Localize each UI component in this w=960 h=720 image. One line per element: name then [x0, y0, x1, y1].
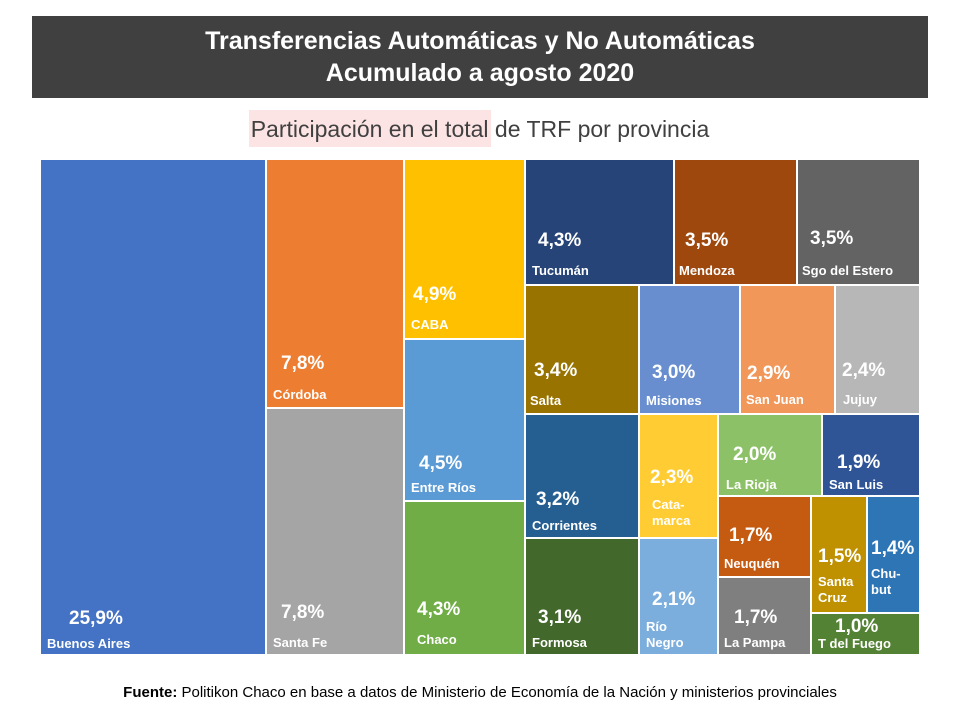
tile-province-label: Córdoba	[273, 387, 327, 402]
tile-province-label: Neuquén	[724, 556, 780, 571]
treemap-tile-neuquen: 1,7% Neuquén	[718, 496, 811, 577]
treemap-tile-jujuy: 2,4% Jujuy	[835, 285, 920, 414]
treemap-tile-chubut: 1,4% Chu- but	[867, 496, 920, 613]
tile-province-label: Salta	[530, 393, 562, 408]
tile-province-label: Santa Cruz	[818, 574, 854, 605]
source-note: Fuente: Politikon Chaco en base a datos …	[0, 684, 960, 701]
tile-value-label: 2,1%	[652, 589, 696, 610]
tile-province-label: Río Negro	[646, 619, 684, 650]
treemap-tile-santa-cruz: 1,5% Santa Cruz	[811, 496, 867, 613]
tile-value-label: 3,2%	[536, 489, 580, 510]
treemap-tile-entre-rios: 4,5% Entre Ríos	[404, 339, 525, 501]
treemap-tile-salta: 3,4% Salta	[525, 285, 639, 414]
tile-value-label: 3,5%	[810, 228, 854, 249]
subtitle-rest-text: de TRF por provincia	[488, 116, 710, 142]
tile-value-label: 2,9%	[747, 363, 791, 384]
title-banner: Transferencias Automáticas y No Automáti…	[32, 16, 928, 98]
treemap-tile-la-rioja: 2,0% La Rioja	[718, 414, 822, 496]
tile-value-label: 25,9%	[69, 608, 123, 629]
treemap-tile-rio-negro: 2,1% Río Negro	[639, 538, 718, 655]
source-label: Fuente:	[123, 684, 178, 701]
tile-value-label: 4,3%	[538, 230, 582, 251]
tile-province-label: San Juan	[746, 392, 804, 407]
chart-title-line2: Acumulado a agosto 2020	[325, 59, 635, 87]
tile-province-label: San Luis	[829, 477, 884, 492]
tile-province-label: Jujuy	[843, 392, 877, 407]
treemap-tile-caba: 4,9% CABA	[404, 159, 525, 339]
tile-value-label: 1,7%	[729, 525, 773, 546]
tile-value-label: 2,0%	[733, 444, 777, 465]
tile-province-label: CABA	[411, 317, 449, 332]
tile-province-label: Buenos Aires	[47, 636, 131, 651]
tile-province-label: La Pampa	[724, 635, 786, 650]
tile-province-label: Chu- but	[871, 566, 901, 597]
subtitle-highlighted-text: Participación en el total	[250, 116, 489, 142]
tile-province-label: Tucumán	[532, 263, 589, 278]
treemap-tile-san-luis: 1,9% San Luis	[822, 414, 920, 496]
tile-value-label: 1,4%	[871, 538, 915, 559]
tile-province-label: Misiones	[646, 393, 702, 408]
treemap-tile-t-del-fuego: 1,0% T del Fuego	[811, 613, 920, 655]
tile-province-label: Santa Fe	[273, 635, 328, 650]
tile-value-label: 3,1%	[538, 607, 582, 628]
tile-province-label: Sgo del Estero	[802, 263, 894, 278]
treemap-tile-la-pampa: 1,7% La Pampa	[718, 577, 811, 655]
tile-province-label: Formosa	[532, 635, 587, 650]
treemap-tile-sgo-del-estero: 3,5% Sgo del Estero	[797, 159, 920, 285]
tile-province-label: Chaco	[417, 632, 457, 647]
treemap-tile-corrientes: 3,2% Corrientes	[525, 414, 639, 538]
treemap-tile-misiones: 3,0% Misiones	[639, 285, 740, 414]
tile-province-label: La Rioja	[726, 477, 777, 492]
source-text: Politikon Chaco en base a datos de Minis…	[177, 684, 837, 701]
tile-value-label: 7,8%	[281, 602, 325, 623]
tile-value-label: 3,4%	[534, 360, 578, 381]
tile-value-label: 2,4%	[842, 360, 886, 381]
tile-value-label: 1,5%	[818, 546, 862, 567]
tile-value-label: 1,0%	[835, 616, 879, 637]
tile-province-label: Mendoza	[679, 263, 735, 278]
tile-value-label: 1,9%	[837, 452, 881, 473]
tile-province-label: Cata- marca	[652, 497, 691, 528]
treemap-tile-formosa: 3,1% Formosa	[525, 538, 639, 655]
chart-subtitle: Participación en el total de TRF por pro…	[248, 110, 712, 147]
tile-value-label: 1,7%	[734, 607, 778, 628]
tile-province-label: T del Fuego	[818, 636, 891, 651]
tile-value-label: 3,5%	[685, 230, 729, 251]
tile-value-label: 7,8%	[281, 353, 325, 374]
treemap-tile-cordoba: 7,8% Córdoba	[266, 159, 404, 408]
treemap-tile-catamarca: 2,3% Cata- marca	[639, 414, 718, 538]
tile-province-label: Corrientes	[532, 518, 598, 533]
tile-value-label: 3,0%	[652, 362, 696, 383]
treemap-tile-chaco: 4,3% Chaco	[404, 501, 525, 655]
treemap-tile-tucuman: 4,3% Tucumán	[525, 159, 674, 285]
tile-value-label: 4,3%	[417, 599, 461, 620]
tile-value-label: 2,3%	[650, 467, 694, 488]
treemap-tile-buenos-aires: 25,9% Buenos Aires	[40, 159, 266, 655]
treemap-tile-san-juan: 2,9% San Juan	[740, 285, 835, 414]
treemap-tile-mendoza: 3,5% Mendoza	[674, 159, 797, 285]
tile-province-label: Entre Ríos	[411, 480, 477, 495]
subtitle-wrap: Participación en el total de TRF por pro…	[0, 110, 960, 147]
tile-value-label: 4,9%	[413, 284, 457, 305]
chart-title-line1: Transferencias Automáticas y No Automáti…	[205, 27, 755, 55]
tile-value-label: 4,5%	[419, 453, 463, 474]
treemap-tile-santa-fe: 7,8% Santa Fe	[266, 408, 404, 655]
